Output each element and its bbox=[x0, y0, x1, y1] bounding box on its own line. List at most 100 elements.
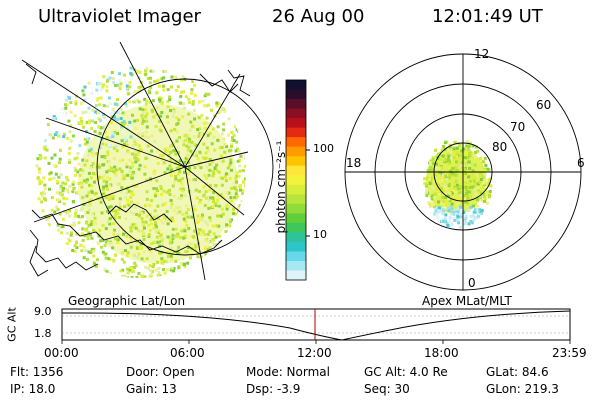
polar-emission-pixel bbox=[453, 205, 457, 208]
emission-pixel bbox=[121, 268, 125, 272]
emission-pixel bbox=[70, 231, 73, 235]
emission-pixel bbox=[237, 129, 241, 133]
emission-pixel bbox=[168, 241, 172, 245]
polar-emission-pixel bbox=[463, 195, 467, 199]
emission-pixel bbox=[175, 159, 179, 163]
polar-emission-pixel bbox=[465, 191, 469, 195]
emission-pixel bbox=[192, 108, 196, 112]
polar-emission-pixel bbox=[464, 200, 468, 204]
emission-pixel bbox=[119, 107, 123, 111]
emission-pixel bbox=[204, 182, 208, 186]
emission-pixel bbox=[114, 213, 118, 217]
emission-pixel bbox=[105, 170, 109, 174]
polar-emission-pixel bbox=[476, 216, 480, 220]
emission-pixel bbox=[177, 245, 181, 249]
polar-emission-pixel bbox=[467, 175, 471, 179]
emission-pixel bbox=[230, 139, 234, 142]
emission-pixel bbox=[134, 150, 138, 154]
emission-pixel bbox=[178, 159, 182, 163]
emission-pixel bbox=[105, 143, 109, 147]
emission-pixel bbox=[108, 102, 112, 105]
emission-pixel bbox=[191, 247, 194, 251]
emission-pixel bbox=[132, 253, 136, 257]
emission-pixel bbox=[93, 192, 96, 196]
polar-emission-pixel bbox=[434, 189, 438, 193]
emission-pixel bbox=[119, 82, 123, 86]
polar-emission-pixel bbox=[442, 188, 445, 192]
polar-emission-pixel bbox=[471, 176, 475, 180]
polar-emission-pixel bbox=[459, 209, 463, 213]
emission-pixel bbox=[179, 262, 183, 265]
emission-pixel bbox=[108, 195, 112, 198]
emission-pixel bbox=[145, 125, 149, 129]
emission-pixel bbox=[52, 116, 56, 120]
emission-pixel bbox=[113, 157, 117, 161]
emission-pixel bbox=[130, 276, 134, 278]
emission-pixel bbox=[56, 208, 60, 212]
emission-pixel bbox=[74, 239, 78, 243]
emission-pixel bbox=[142, 233, 145, 237]
emission-pixel bbox=[115, 102, 119, 106]
emission-pixel bbox=[112, 258, 116, 262]
emission-pixel bbox=[98, 146, 102, 150]
emission-pixel bbox=[80, 206, 84, 210]
emission-pixel bbox=[132, 153, 136, 157]
emission-pixel bbox=[189, 256, 192, 260]
emission-pixel bbox=[126, 202, 130, 206]
emission-pixel bbox=[116, 211, 120, 215]
emission-pixel bbox=[191, 153, 195, 157]
emission-pixel bbox=[145, 257, 149, 261]
emission-pixel bbox=[121, 145, 125, 149]
emission-pixel bbox=[66, 178, 70, 182]
emission-pixel bbox=[206, 133, 210, 137]
polar-emission-pixel bbox=[443, 178, 447, 182]
emission-pixel bbox=[111, 215, 115, 218]
polar-emission-pixel bbox=[429, 160, 433, 164]
emission-pixel bbox=[190, 140, 194, 144]
emission-pixel bbox=[157, 78, 161, 82]
auroral-oval bbox=[426, 146, 486, 214]
emission-pixel bbox=[171, 160, 175, 164]
polar-emission-pixel bbox=[448, 192, 452, 195]
emission-pixel bbox=[148, 76, 152, 80]
emission-pixel bbox=[135, 240, 139, 244]
polar-emission-pixel bbox=[447, 209, 451, 212]
emission-pixel bbox=[161, 261, 165, 265]
emission-pixel bbox=[189, 234, 193, 238]
polar-emission-pixel bbox=[442, 206, 446, 210]
emission-pixel bbox=[116, 239, 120, 243]
emission-pixel bbox=[210, 142, 214, 146]
emission-pixel bbox=[222, 122, 226, 126]
polar-emission-pixel bbox=[433, 172, 437, 176]
emission-pixel bbox=[173, 180, 177, 184]
emission-pixel bbox=[96, 97, 100, 101]
emission-pixel bbox=[90, 190, 94, 194]
emission-pixel bbox=[106, 175, 110, 179]
emission-pixel bbox=[118, 72, 121, 76]
emission-pixel bbox=[183, 134, 187, 138]
emission-pixel bbox=[195, 196, 199, 200]
emission-pixel bbox=[207, 103, 211, 107]
emission-pixel bbox=[237, 174, 241, 178]
emission-pixel bbox=[139, 81, 143, 84]
emission-pixel bbox=[107, 143, 111, 147]
emission-pixel bbox=[104, 252, 108, 256]
polar-emission-pixel bbox=[486, 201, 489, 205]
emission-pixel bbox=[92, 228, 96, 232]
polar-emission-pixel bbox=[448, 145, 452, 149]
emission-pixel bbox=[158, 274, 162, 278]
emission-pixel bbox=[72, 180, 76, 184]
polar-emission-pixel bbox=[459, 212, 463, 215]
polar-emission-pixel bbox=[468, 167, 472, 170]
polar-emission-pixel bbox=[453, 141, 457, 145]
polar-emission-pixel bbox=[461, 186, 464, 190]
emission-pixel bbox=[220, 207, 223, 211]
emission-pixel bbox=[209, 239, 213, 243]
polar-emission-pixel bbox=[425, 188, 429, 192]
emission-pixel bbox=[65, 111, 68, 115]
emission-pixel bbox=[131, 170, 135, 174]
emission-pixel bbox=[133, 90, 137, 94]
emission-pixel bbox=[85, 227, 89, 231]
emission-pixel bbox=[130, 184, 134, 188]
colorbar-segment bbox=[286, 175, 306, 186]
